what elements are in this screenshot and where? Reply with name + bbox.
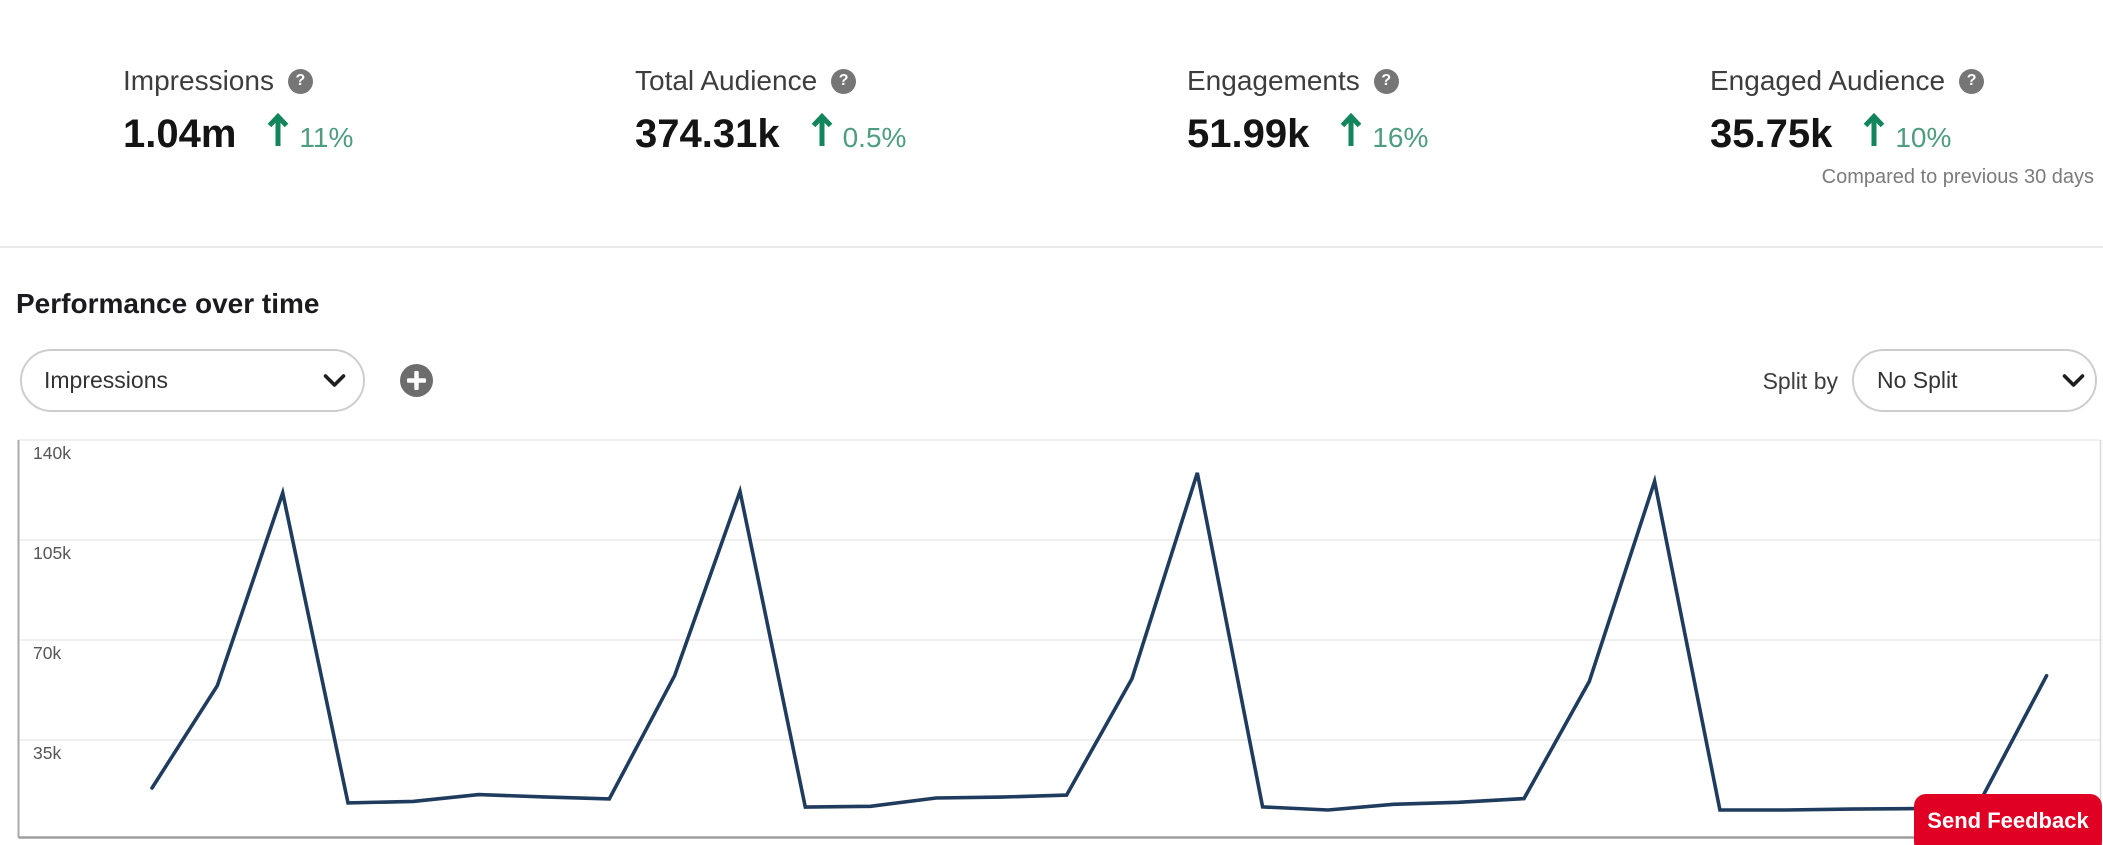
kpi-label: Engaged Audience	[1710, 65, 1946, 96]
kpi-engaged-audience: Engaged Audience ? 35.75k 10%	[1710, 64, 1985, 156]
send-feedback-button[interactable]: Send Feedback	[1914, 794, 2102, 845]
help-icon[interactable]: ?	[1959, 68, 1985, 94]
split-dropdown[interactable]: No Split	[1852, 349, 2097, 412]
kpi-change: 11%	[299, 122, 354, 153]
kpi-label: Engagements	[1187, 65, 1360, 96]
trend-up-arrow-icon	[1864, 113, 1885, 146]
kpi-summary-row: Impressions ? 1.04m 11% Total Audience ?…	[0, 0, 2103, 247]
split-dropdown-value: No Split	[1877, 367, 1958, 393]
kpi-label: Total Audience	[635, 65, 818, 96]
chevron-down-icon	[323, 373, 346, 387]
kpi-change: 0.5%	[842, 122, 907, 153]
metric-dropdown[interactable]: Impressions	[20, 349, 365, 412]
chevron-down-icon	[2062, 373, 2085, 387]
plus-icon	[407, 371, 426, 390]
kpi-engagements: Engagements ? 51.99k 16%	[1187, 64, 1428, 155]
split-by-label: Split by	[1762, 368, 1838, 394]
kpi-total-audience: Total Audience ? 374.31k 0.5%	[635, 64, 906, 155]
kpi-change: 10%	[1895, 122, 1952, 153]
help-icon[interactable]: ?	[1373, 68, 1399, 94]
svg-text:105k: 105k	[33, 543, 71, 563]
help-icon[interactable]: ?	[831, 68, 857, 94]
comparison-note: Compared to previous 30 days	[1821, 166, 2094, 188]
kpi-label: Impressions	[123, 65, 274, 96]
add-metric-button[interactable]	[400, 364, 433, 397]
svg-text:140k: 140k	[33, 443, 71, 463]
kpi-value: 51.99k	[1187, 112, 1310, 156]
metric-dropdown-value: Impressions	[44, 367, 168, 393]
trend-up-arrow-icon	[811, 113, 832, 146]
help-icon[interactable]: ?	[287, 68, 313, 94]
trend-up-arrow-icon	[1341, 113, 1362, 146]
trend-up-arrow-icon	[268, 113, 289, 146]
kpi-value: 1.04m	[123, 112, 237, 156]
chart-canvas: 140k 105k 70k 35k	[17, 439, 2102, 839]
svg-text:35k: 35k	[33, 743, 61, 763]
kpi-value: 35.75k	[1710, 112, 1833, 156]
kpi-change: 16%	[1372, 122, 1429, 153]
svg-text:70k: 70k	[33, 643, 61, 663]
performance-line-chart[interactable]: 140k 105k 70k 35k	[0, 430, 2103, 845]
section-title: Performance over time	[16, 288, 320, 319]
kpi-impressions: Impressions ? 1.04m 11%	[123, 64, 353, 155]
kpi-value: 374.31k	[635, 112, 780, 156]
section-divider	[0, 246, 2103, 248]
